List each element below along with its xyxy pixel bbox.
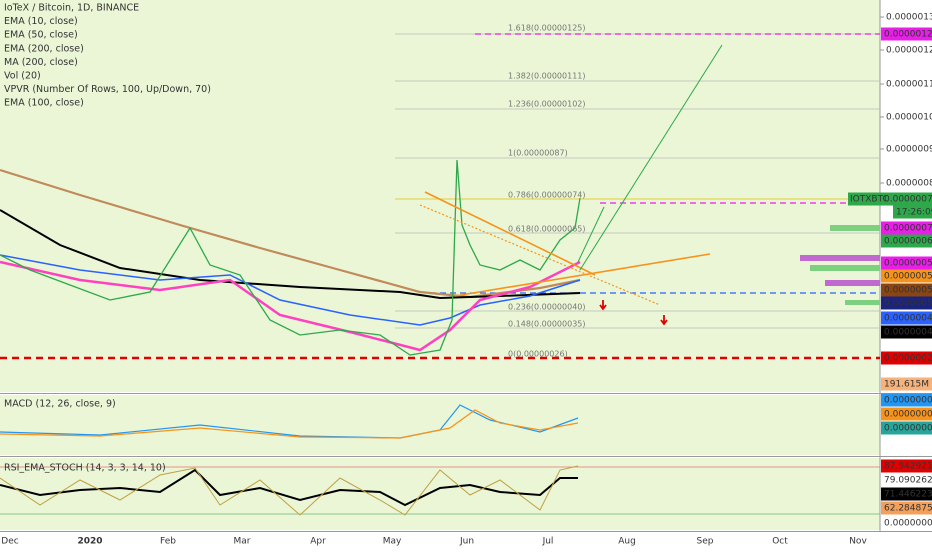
price-badge <box>881 311 932 325</box>
time-label: Oct <box>772 537 788 547</box>
price-badge <box>881 377 932 391</box>
rsi-label: RSI_EMA_STOCH (14, 3, 3, 14, 10) <box>4 463 166 474</box>
rsi-line <box>0 468 578 507</box>
price-badge-label: 62.28487578 <box>884 504 932 514</box>
price-badge <box>881 459 932 473</box>
legend-item: VPVR (Number Of Rows, 100, Up/Down, 70) <box>4 84 211 95</box>
main-pane <box>0 0 880 392</box>
price-badge-label: 0.00000065 <box>884 237 932 247</box>
time-label: Sep <box>697 537 714 547</box>
fib-label: 0.786(0.00000074) <box>508 191 586 200</box>
price-badge <box>881 27 932 41</box>
symbol-badge-label: IOTXBTC <box>850 195 889 205</box>
legend-item: EMA (200, close) <box>4 43 84 54</box>
price-badge <box>881 407 932 421</box>
price-badge-label: 0.00000046 <box>884 314 932 324</box>
price-badge-label: 0.00000003 <box>884 410 932 420</box>
price-badge-label: 0.00000045 <box>884 328 932 338</box>
time-label: Nov <box>849 537 867 547</box>
time-label: Dec <box>1 537 18 547</box>
price-badge <box>881 256 932 270</box>
price-badge <box>893 205 932 219</box>
trendline <box>419 204 661 306</box>
fib-label: 0.236(0.00000040) <box>508 303 586 312</box>
price-badge-label: 0.00000051 <box>884 286 932 296</box>
legend-item: EMA (100, close) <box>4 98 84 109</box>
stoch-line <box>0 465 579 516</box>
time-label: Jul <box>542 537 554 547</box>
fib-label: 1.382(0.00000111) <box>508 72 586 81</box>
price-badge <box>881 351 932 365</box>
projection-arrow <box>577 206 605 263</box>
trendline <box>424 191 596 276</box>
price-badge <box>881 192 932 206</box>
trendline <box>454 253 711 297</box>
price-badge-label: 0.00000026 <box>884 354 932 364</box>
price-badge <box>881 501 932 515</box>
down-arrows <box>599 300 668 326</box>
price-badge-label: 0.00000075 <box>884 195 932 205</box>
price-badge <box>881 421 932 435</box>
price-badge-label: 0.00000074 <box>884 224 932 234</box>
price-badge-label: 191.615M <box>884 380 929 390</box>
legend-item: MA (200, close) <box>4 57 78 68</box>
fib-label: 1.618(0.00000125) <box>508 24 586 33</box>
fib-levels <box>395 33 880 329</box>
volume-profile <box>800 225 880 305</box>
price-badge <box>881 296 932 310</box>
macd-label: MACD (12, 26, close, 9) <box>4 399 116 410</box>
price-badge-label: 0.00000004 <box>884 396 932 406</box>
price-badge <box>881 393 932 407</box>
time-label: May <box>383 537 402 547</box>
price-badge-label: 0.00000055 <box>884 259 932 269</box>
fib-label: 1.236(0.00000102) <box>508 100 586 109</box>
ema50 <box>0 260 581 352</box>
legend-item: IoTeX / Bitcoin, 1D, BINANCE <box>4 3 139 14</box>
time-label: 2020 <box>77 537 102 547</box>
time-label: Apr <box>310 537 326 547</box>
price-badge-label: 71.44622302 <box>884 490 932 500</box>
symbol-badge <box>848 192 881 206</box>
legend-item: EMA (10, close) <box>4 16 78 27</box>
price-badge <box>881 487 932 501</box>
ema100 <box>0 254 581 326</box>
price-badge-label: 0.00000053 <box>884 272 932 282</box>
time-label: Feb <box>160 537 176 547</box>
price <box>0 159 581 356</box>
legend-item: EMA (50, close) <box>4 30 78 41</box>
projection-arrow <box>579 44 723 271</box>
fib-label: 0.618(0.00000065) <box>508 225 586 234</box>
price-badge <box>881 269 932 283</box>
price-badge-label: 17:26:09 <box>896 208 932 218</box>
price-badge-label: 87.94292128 <box>884 462 932 472</box>
price-badge-label: 0.00000001 <box>884 424 932 434</box>
ma200 <box>0 209 581 300</box>
time-label: Mar <box>234 537 251 547</box>
time-label: Jun <box>459 537 474 547</box>
price-badge <box>881 283 932 297</box>
time-label: Aug <box>618 537 636 547</box>
fib-label: 0(0.00000026) <box>508 350 568 359</box>
fib-label: 1(0.00000087) <box>508 149 568 158</box>
signal-line <box>0 409 579 439</box>
price-badge <box>881 221 932 235</box>
price-badge-label: 0.00000125 <box>884 30 932 40</box>
macd-pane <box>0 395 880 455</box>
price-badge <box>881 325 932 339</box>
price-badge <box>881 234 932 248</box>
price-badge-label: 79.09026213 <box>884 476 932 486</box>
fib-label: 0.148(0.00000035) <box>508 320 586 329</box>
legend-item: Vol (20) <box>4 71 41 82</box>
